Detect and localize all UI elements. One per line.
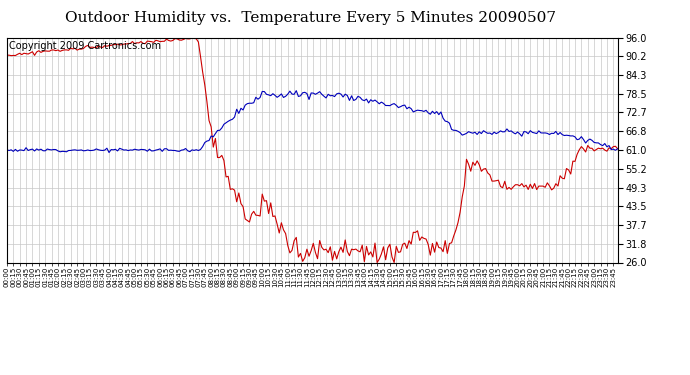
Text: Copyright 2009 Cartronics.com: Copyright 2009 Cartronics.com bbox=[9, 41, 161, 51]
Text: Outdoor Humidity vs.  Temperature Every 5 Minutes 20090507: Outdoor Humidity vs. Temperature Every 5… bbox=[65, 11, 556, 25]
